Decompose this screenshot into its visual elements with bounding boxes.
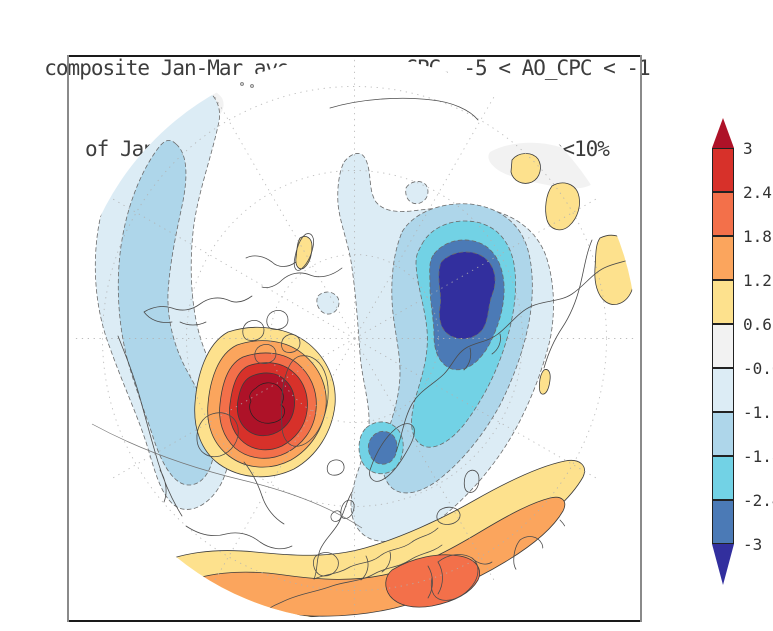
colorbar-segment [712, 368, 734, 412]
coast-britain [340, 499, 355, 519]
colorbar: 3 2.4 1.8 1.2 0.6 -0.6 -1.2 -1.8 -2.4 -3 [712, 118, 773, 598]
map-canvas [72, 56, 637, 621]
colorbar-arrow-down [712, 544, 734, 585]
latitude-circle-middle [186, 170, 523, 507]
map-frame [67, 55, 642, 622]
coast-arctic-russia [395, 255, 637, 453]
coast-scandinavia [369, 423, 415, 482]
yellow-patch-2 [545, 182, 580, 231]
greenland-core-inner-contour [249, 382, 285, 424]
coast-hudson-bay [196, 412, 239, 458]
colorbar-segment [712, 148, 734, 192]
colorbar-segment [712, 324, 734, 368]
coast-iberia [313, 552, 339, 577]
coast-canadian-archipelago [242, 310, 301, 364]
colorbar-segment [712, 500, 734, 544]
pale-blue-oval-bering [316, 291, 340, 315]
coast-okhotsk [245, 255, 297, 267]
colorbar-tick-label: 2.4 [743, 183, 772, 202]
warm-anomaly-greenland [194, 327, 336, 478]
colorbar-tick-label: 3 [743, 139, 753, 158]
colorbar-arrow-up [712, 118, 734, 148]
colorbar-tick-label: -0.6 [743, 359, 773, 378]
figure-title-line1: composite Jan-Mar averaged AO_CPC, -5 < … [44, 56, 650, 80]
colorbar-segment [712, 236, 734, 280]
colorbar-segment [712, 280, 734, 324]
colorbar-segment [712, 412, 734, 456]
yellow-patch-1 [510, 153, 541, 184]
coast-kamchatka [293, 233, 314, 271]
pale-blue-oval-arctic [405, 181, 429, 205]
yellow-patch-caspian [539, 369, 551, 395]
cold-spot-europe [358, 421, 404, 475]
coast-europe-atlantic [313, 491, 353, 580]
coast-red-sea [427, 561, 443, 599]
coast-gulf-mexico [185, 525, 293, 550]
coast-black-sea [436, 506, 461, 525]
coast-chukotka [261, 267, 343, 288]
coast-north-america-west [117, 335, 183, 517]
subtropics-plus12 [171, 496, 566, 617]
coast-labrador [243, 461, 285, 525]
coast-alaska [143, 295, 253, 326]
coast-severnaya [329, 97, 479, 121]
zero-contour-sweep [91, 423, 363, 529]
coast-iceland [326, 459, 345, 476]
graticule [72, 56, 637, 621]
coast-greenland [281, 355, 329, 447]
coast-ireland [330, 510, 342, 522]
coast-caspian-sea [463, 469, 480, 493]
latitude-circle-inner [270, 254, 439, 423]
colorbar-segment [712, 456, 734, 500]
coast-east-asia [543, 239, 593, 369]
coast-arabia [430, 554, 493, 601]
colorbar-tick-label: -1.2 [743, 403, 773, 422]
warm-patches-northeast-asia [295, 153, 636, 395]
colorbar-tick-label: -2.4 [743, 491, 773, 510]
latitude-circle-outer [102, 86, 607, 591]
colorbar-tick-label: 1.8 [743, 227, 772, 246]
colorbar-tick-label: -3 [743, 535, 763, 554]
coast-siberia-inlets [463, 333, 501, 371]
siberia-minus3-core [438, 251, 496, 340]
colorbar-tick-label: -1.8 [743, 447, 773, 466]
colorbar-tick-label: 0.6 [743, 315, 772, 334]
colorbar-segment [712, 192, 734, 236]
pacific-band-minus12 [117, 140, 215, 486]
colorbar-tick-label: 1.2 [743, 271, 772, 290]
